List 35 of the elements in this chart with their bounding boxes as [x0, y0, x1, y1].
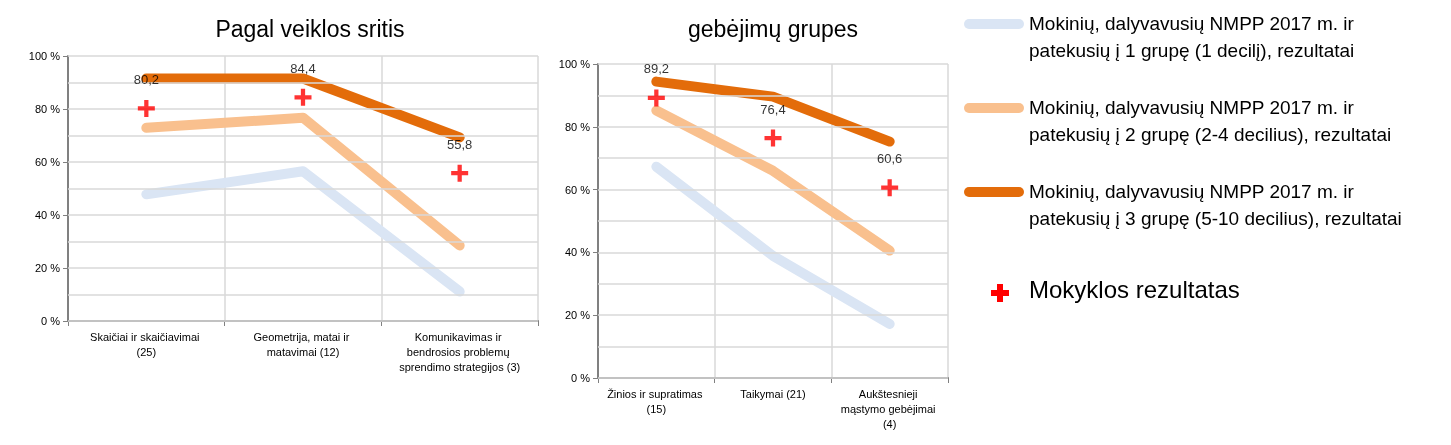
point	[764, 129, 782, 147]
point	[881, 179, 899, 197]
x-tick-label: Aukštesnieji mąstymo gebėjimai (4)	[840, 387, 939, 430]
x-tick-label: Komunikavimas ir bendrosios problemų sprendimo strategijos (3)	[399, 330, 521, 373]
data-label: 55,8	[447, 136, 473, 152]
y-tick-label: 80 %	[564, 120, 591, 133]
x-tick-label: Žinios ir supratimas (15)	[607, 387, 706, 415]
point	[451, 164, 469, 182]
legend-label: Mokinių, dalyvavusių NMPP 2017 m. ir patekusių į 2 grupę (2-4 decilius), rezultatai	[1029, 96, 1393, 147]
legend-label: Mokinių, dalyvavusių NMPP 2017 m. ir patekusių į 3 grupę (5-10 decilius), rezultatai	[1029, 180, 1403, 231]
x-tick-label: Taikymai (21)	[740, 387, 806, 400]
chart-title: gebėjimų grupes	[687, 15, 859, 42]
y-tick-label: 100 %	[558, 58, 591, 70]
y-tick-label: 0 %	[571, 372, 591, 384]
point	[137, 99, 155, 117]
y-tick-label: 100 %	[28, 50, 61, 62]
chart-title: Pagal veiklos sritis	[215, 15, 405, 42]
x-tick-label: Geometrija, matai ir matavimai (12)	[253, 330, 353, 358]
y-tick-label: 40 %	[564, 246, 591, 259]
y-tick-label: 40 %	[34, 209, 61, 221]
y-tick-label: 80 %	[34, 103, 61, 115]
data-label: 76,4	[760, 101, 786, 117]
y-tick-label: 60 %	[564, 183, 591, 196]
x-tick-label: Skaičiai ir skaičiavimai (25)	[90, 330, 203, 358]
data-label: 89,2	[643, 61, 669, 77]
data-label: 84,4	[290, 60, 316, 76]
legend-label: Mokyklos rezultatas	[1029, 276, 1241, 303]
y-tick-label: 20 %	[564, 309, 591, 322]
point	[647, 89, 665, 107]
y-tick-label: 60 %	[34, 156, 61, 168]
point	[294, 88, 312, 106]
legend-label: Mokinių, dalyvavusių NMPP 2017 m. ir patekusių į 1 grupę (1 decilį), rezultatai	[1029, 12, 1356, 63]
data-label: 60,6	[877, 151, 903, 167]
y-tick-label: 20 %	[34, 262, 61, 274]
y-tick-label: 0 %	[41, 315, 61, 327]
